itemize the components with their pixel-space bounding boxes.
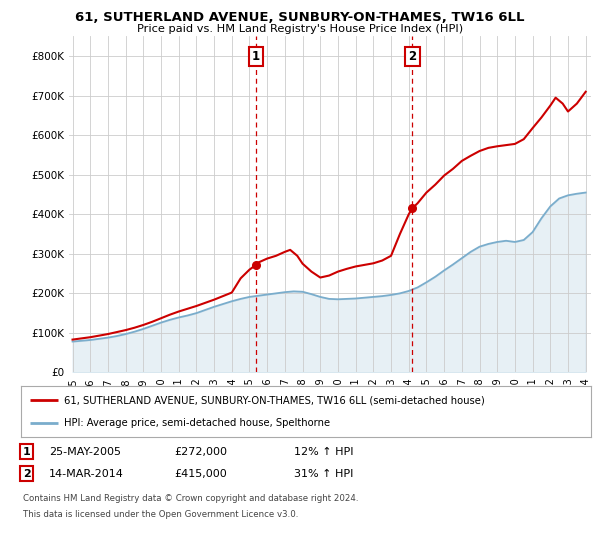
Text: 61, SUTHERLAND AVENUE, SUNBURY-ON-THAMES, TW16 6LL: 61, SUTHERLAND AVENUE, SUNBURY-ON-THAMES… — [75, 11, 525, 24]
Text: HPI: Average price, semi-detached house, Spelthorne: HPI: Average price, semi-detached house,… — [64, 418, 330, 428]
Text: Price paid vs. HM Land Registry's House Price Index (HPI): Price paid vs. HM Land Registry's House … — [137, 24, 463, 34]
Text: 1: 1 — [252, 50, 260, 63]
Text: 12% ↑ HPI: 12% ↑ HPI — [294, 447, 353, 457]
Text: £272,000: £272,000 — [174, 447, 227, 457]
Text: 14-MAR-2014: 14-MAR-2014 — [49, 469, 124, 479]
Text: 2: 2 — [408, 50, 416, 63]
Text: 25-MAY-2005: 25-MAY-2005 — [49, 447, 121, 457]
Text: Contains HM Land Registry data © Crown copyright and database right 2024.: Contains HM Land Registry data © Crown c… — [23, 494, 358, 503]
Text: 1: 1 — [23, 447, 31, 457]
Text: £415,000: £415,000 — [174, 469, 227, 479]
Text: 61, SUTHERLAND AVENUE, SUNBURY-ON-THAMES, TW16 6LL (semi-detached house): 61, SUTHERLAND AVENUE, SUNBURY-ON-THAMES… — [64, 395, 485, 405]
Text: 31% ↑ HPI: 31% ↑ HPI — [294, 469, 353, 479]
Text: 2: 2 — [23, 469, 31, 479]
Text: This data is licensed under the Open Government Licence v3.0.: This data is licensed under the Open Gov… — [23, 510, 298, 519]
